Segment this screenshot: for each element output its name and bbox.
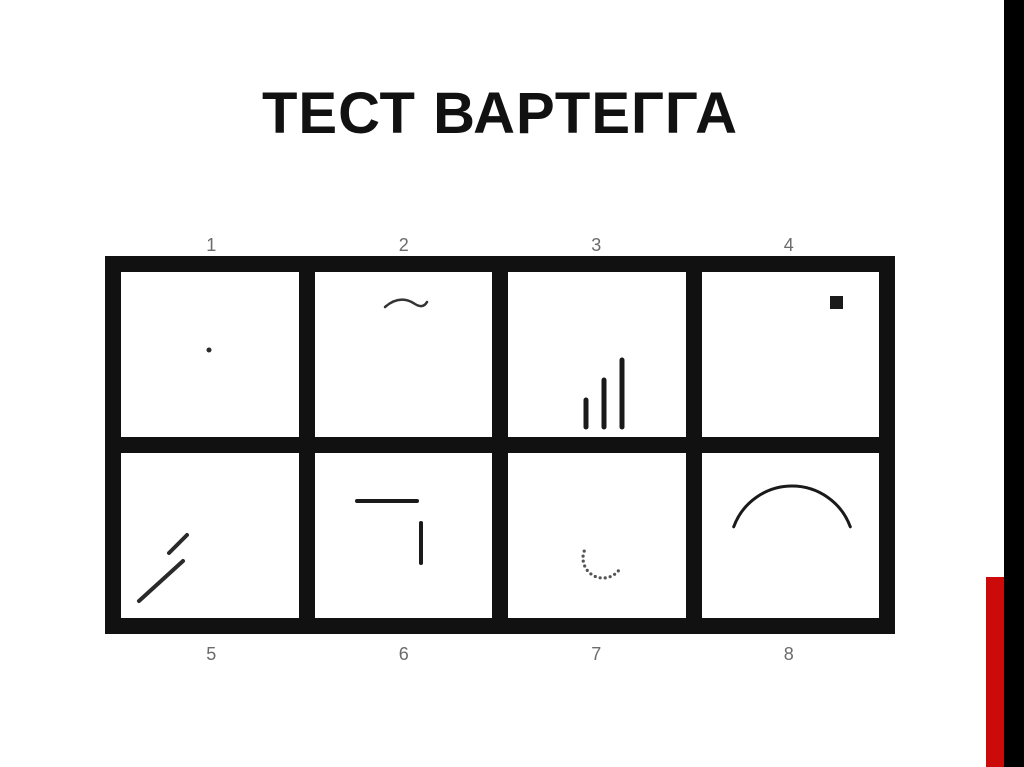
cell-7-svg — [508, 453, 686, 618]
cell-label: 3 — [500, 235, 693, 256]
cell-5 — [121, 453, 299, 618]
cell-2-svg — [315, 272, 493, 437]
cell-4 — [702, 272, 880, 437]
cell-1 — [121, 272, 299, 437]
cell-4-svg — [702, 272, 880, 437]
wartegg-grid: 1234 5678 — [105, 235, 895, 665]
cell-label: 1 — [115, 235, 308, 256]
cell-label: 6 — [308, 644, 501, 665]
cell-label: 4 — [693, 235, 886, 256]
side-bar-black — [1004, 0, 1024, 767]
grid-frame — [105, 256, 895, 634]
cell-8-svg — [702, 453, 880, 618]
cell-8 — [702, 453, 880, 618]
cell-1-svg — [121, 272, 299, 437]
cell-2 — [315, 272, 493, 437]
cell-3-svg — [508, 272, 686, 437]
cell-label: 5 — [115, 644, 308, 665]
cell-label: 2 — [308, 235, 501, 256]
cell-5-svg — [121, 453, 299, 618]
page-title: ТЕСТ ВАРТЕГГА — [0, 80, 1000, 147]
cell-label: 7 — [500, 644, 693, 665]
cell-6 — [315, 453, 493, 618]
cell-label: 8 — [693, 644, 886, 665]
cell-7 — [508, 453, 686, 618]
side-bar-red — [986, 577, 1004, 767]
labels-top: 1234 — [105, 235, 895, 256]
cell-3 — [508, 272, 686, 437]
cell-6-svg — [315, 453, 493, 618]
labels-bottom: 5678 — [105, 644, 895, 665]
